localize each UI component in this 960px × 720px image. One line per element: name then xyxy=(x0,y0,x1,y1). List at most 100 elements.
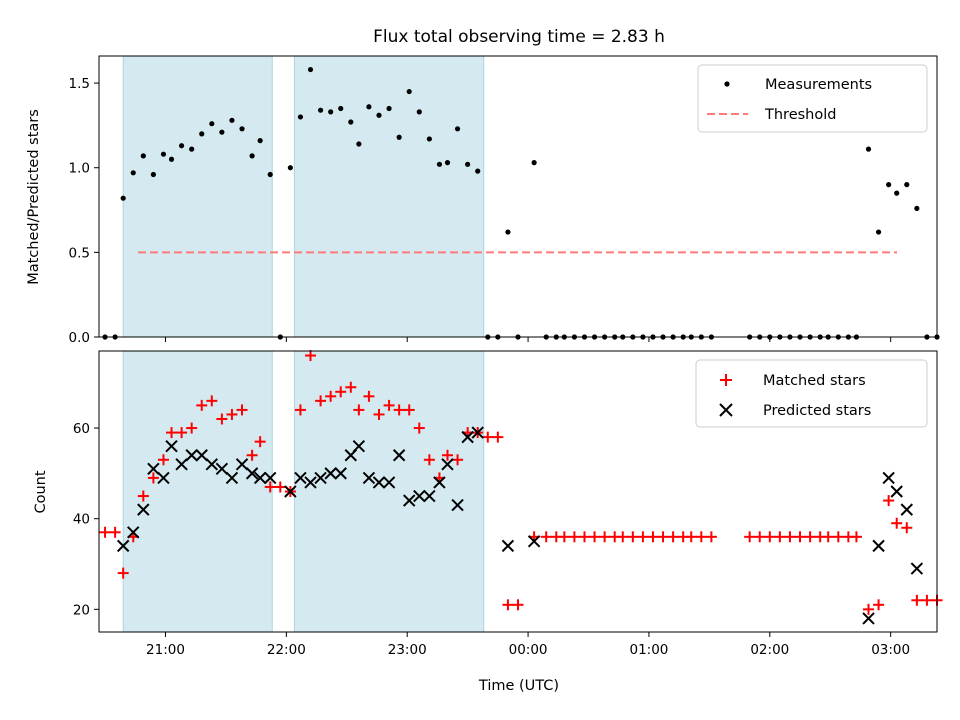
measurement-point xyxy=(338,105,344,112)
measurement-point xyxy=(914,205,920,211)
matched-star-point xyxy=(226,408,238,420)
measurement-point xyxy=(229,117,235,123)
observing-window-2 xyxy=(293,350,485,633)
matched-star-point xyxy=(206,395,218,407)
legend-predicted-marker xyxy=(719,403,733,417)
matched-star-point xyxy=(109,526,121,538)
predicted-star-point xyxy=(284,485,297,498)
predicted-star-point xyxy=(423,489,436,503)
matched-star-point xyxy=(482,431,494,443)
measurement-point xyxy=(505,229,511,235)
matched-star-point xyxy=(705,531,717,543)
predicted-star-point xyxy=(441,458,454,471)
matched-star-point xyxy=(264,481,276,493)
predicted-star-point xyxy=(324,467,337,480)
measurement-point xyxy=(209,121,215,127)
measurement-point xyxy=(178,143,185,149)
matched-star-point xyxy=(315,395,327,407)
predicted-star-point xyxy=(165,439,178,453)
matched-star-point xyxy=(274,481,286,493)
matched-star-point xyxy=(216,413,228,425)
measurement-point xyxy=(168,156,175,162)
matched-star-point xyxy=(911,594,923,606)
measurement-point xyxy=(287,165,293,171)
measurement-point xyxy=(865,146,872,152)
matched-star-point xyxy=(196,399,208,411)
measurement-point xyxy=(416,109,422,115)
x-tick-label: 22:00 xyxy=(267,642,306,658)
predicted-star-point xyxy=(461,430,474,444)
y-tick-label: 1.5 xyxy=(69,76,90,92)
measurement-point xyxy=(160,151,167,157)
matched-star-point xyxy=(568,531,580,543)
chart-title: Flux total observing time = 2.83 h xyxy=(373,27,665,47)
predicted-star-point xyxy=(890,485,903,498)
x-tick-label: 23:00 xyxy=(388,642,427,658)
matched-star-point xyxy=(589,531,601,543)
predicted-star-point xyxy=(910,562,924,575)
top-plot-frame xyxy=(98,55,938,338)
matched-star-point xyxy=(832,531,844,543)
top-y-axis-label: Matched/Predicted stars xyxy=(26,109,42,285)
measurement-point xyxy=(454,126,461,132)
legend-predicted-label: Predicted stars xyxy=(763,403,871,419)
matched-star-point xyxy=(176,427,188,439)
y-tick-label: 1.0 xyxy=(69,161,90,177)
x-tick-label: 21:00 xyxy=(146,642,185,658)
matched-star-point xyxy=(383,399,395,411)
top-observing-windows xyxy=(122,55,485,338)
matched-star-point xyxy=(764,531,776,543)
legend-matched-marker xyxy=(720,374,732,386)
predicted-star-point xyxy=(382,476,396,489)
measurement-point xyxy=(465,161,471,167)
bottom-panel: 20 40 60 21:00 22:00 23:00 00:00 01:00 02:00 03:0… xyxy=(33,350,943,694)
measurement-point xyxy=(297,114,304,120)
matched-star-point xyxy=(246,449,258,461)
matched-star-point xyxy=(794,531,806,543)
matched-star-point xyxy=(373,408,385,420)
matched-star-point xyxy=(403,404,415,416)
predicted-star-point xyxy=(413,489,426,503)
matched-star-point xyxy=(921,594,933,606)
measurement-point xyxy=(150,171,156,178)
matched-star-point xyxy=(873,599,885,611)
x-axis-label: Time (UTC) xyxy=(478,678,559,694)
predicted-star-point xyxy=(882,471,895,485)
matched-star-point xyxy=(695,531,707,543)
x-tick-label: 03:00 xyxy=(871,642,910,658)
legend-matched-label: Matched stars xyxy=(763,373,866,389)
matched-star-point xyxy=(452,454,464,466)
predicted-star-point xyxy=(245,467,259,480)
matched-star-point xyxy=(137,490,149,502)
matched-star-point xyxy=(804,531,816,543)
measurement-point xyxy=(120,195,126,201)
matched-star-point xyxy=(166,427,178,439)
legend-threshold-label: Threshold xyxy=(764,107,836,123)
measurement-point xyxy=(894,190,900,196)
predicted-star-point xyxy=(451,498,464,512)
measurement-point xyxy=(531,160,537,166)
matched-star-point xyxy=(627,531,639,543)
predicted-star-point xyxy=(264,471,277,485)
matched-star-point xyxy=(423,454,435,466)
observing-window-2 xyxy=(293,55,485,338)
predicted-star-point xyxy=(433,476,446,489)
predicted-star-point xyxy=(471,426,484,439)
observing-window-1 xyxy=(122,55,273,338)
measurement-point xyxy=(140,153,146,159)
measurement-point xyxy=(366,104,372,110)
bottom-legend: Matched stars Predicted stars xyxy=(695,359,928,428)
matched-star-point xyxy=(667,531,679,543)
bottom-plot-frame xyxy=(98,350,938,633)
matched-star-point xyxy=(393,404,405,416)
matched-star-point xyxy=(850,531,862,543)
measurement-point xyxy=(875,229,882,235)
predicted-star-point xyxy=(215,462,229,476)
matched-star-point xyxy=(492,431,504,443)
matched-star-point xyxy=(685,531,697,543)
matched-star-point xyxy=(744,531,756,543)
matched-star-point xyxy=(863,603,875,615)
predicted-star-points xyxy=(116,426,924,625)
predicted-star-point xyxy=(157,471,170,485)
